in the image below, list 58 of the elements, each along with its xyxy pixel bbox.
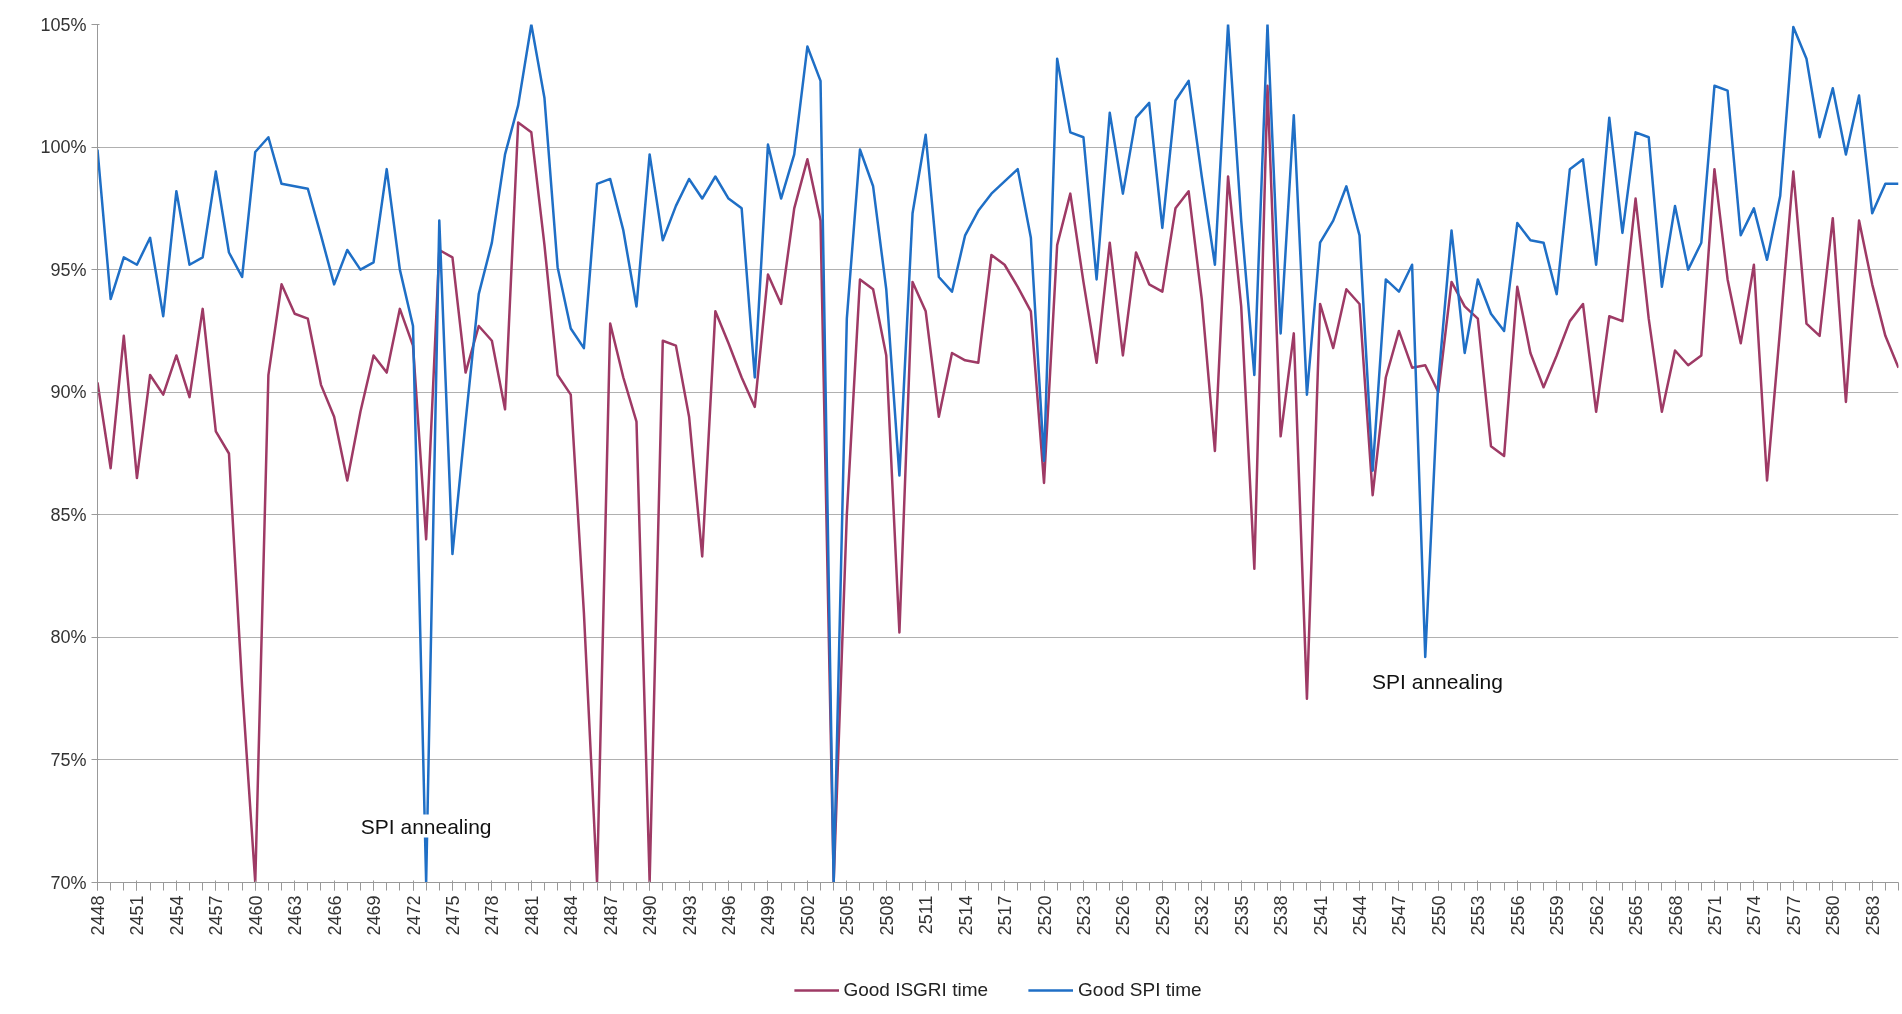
- x-tick-label: 2523: [1073, 895, 1094, 936]
- x-tick-label: 2535: [1231, 895, 1252, 936]
- y-tick-label: 105%: [40, 14, 87, 35]
- x-tick-label: 2466: [324, 895, 345, 936]
- x-tick-label: 2532: [1192, 895, 1213, 936]
- x-tick-label: 2493: [679, 895, 700, 936]
- annotation: SPI annealing: [360, 814, 492, 838]
- x-tick-label: 2547: [1389, 895, 1410, 936]
- annotation: SPI annealing: [1372, 670, 1503, 694]
- x-tick-label: 2553: [1468, 895, 1489, 936]
- x-tick-label: 2562: [1586, 895, 1607, 936]
- x-tick-label: 2517: [995, 895, 1016, 936]
- x-tick-label: 2556: [1507, 895, 1528, 936]
- x-tick-label: 2496: [719, 895, 740, 936]
- x-tick-label: 2487: [600, 895, 621, 936]
- x-tick-label: 2484: [561, 895, 582, 936]
- x-tick-label: 2568: [1665, 895, 1686, 936]
- y-tick-label: 100%: [40, 137, 87, 158]
- x-tick-label: 2475: [442, 895, 463, 936]
- x-tick-label: 2505: [837, 895, 858, 936]
- x-tick-label: 2469: [364, 895, 385, 936]
- x-tick-label: 2580: [1823, 895, 1844, 936]
- y-tick-label: 90%: [50, 382, 87, 403]
- x-tick-label: 2526: [1113, 895, 1134, 936]
- x-tick-label: 2451: [127, 895, 148, 936]
- y-tick-label: 95%: [50, 259, 87, 280]
- y-tick-label: 85%: [50, 504, 87, 525]
- x-tick-label: 2460: [245, 895, 266, 936]
- x-tick-label: 2454: [166, 895, 187, 936]
- x-tick-label: 2502: [797, 895, 818, 936]
- x-tick-label: 2559: [1547, 895, 1568, 936]
- x-tick-label: 2499: [758, 895, 779, 936]
- x-tick-label: 2541: [1310, 895, 1331, 936]
- x-tick-label: 2583: [1862, 895, 1883, 936]
- x-tick-label: 2508: [876, 895, 897, 936]
- y-tick-label: 80%: [50, 627, 87, 648]
- x-tick-label: 2457: [206, 895, 227, 936]
- x-tick-label: 2478: [482, 895, 503, 936]
- x-tick-label: 2481: [521, 895, 542, 936]
- x-tick-label: 2520: [1034, 895, 1055, 936]
- x-tick-label: 2577: [1783, 895, 1804, 936]
- x-tick-label: 2571: [1704, 895, 1725, 936]
- x-tick-label: 2511: [916, 895, 937, 935]
- x-tick-label: 2544: [1350, 895, 1371, 936]
- legend-label: Good SPI time: [1078, 979, 1202, 1001]
- x-tick-label: 2448: [88, 895, 108, 936]
- x-tick-label: 2550: [1428, 895, 1449, 936]
- x-tick-label: 2574: [1744, 895, 1765, 936]
- legend-label: Good ISGRI time: [843, 979, 989, 1001]
- y-tick-label: 75%: [50, 749, 87, 770]
- y-tick-label: 70%: [50, 872, 87, 893]
- x-tick-label: 2514: [955, 895, 976, 936]
- x-tick-label: 2490: [640, 895, 661, 936]
- x-tick-label: 2565: [1626, 895, 1647, 936]
- x-tick-label: 2463: [285, 895, 306, 936]
- x-tick-label: 2529: [1152, 895, 1173, 936]
- x-tick-label: 2538: [1271, 895, 1292, 936]
- x-tick-label: 2472: [403, 895, 424, 936]
